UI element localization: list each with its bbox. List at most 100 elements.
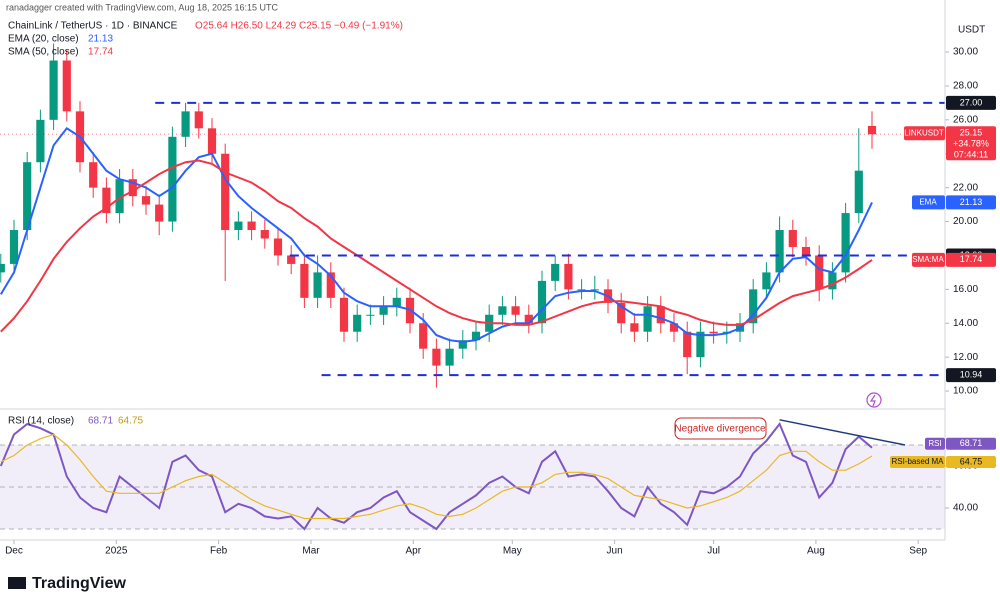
candle-body — [326, 272, 335, 298]
candle-body — [577, 289, 586, 291]
lightning-icon — [866, 392, 882, 408]
candle-body — [656, 306, 665, 324]
rsi-tag-name: RSI-based MA — [891, 457, 944, 466]
level-label: 10.94 — [960, 369, 983, 379]
symbol: ChainLink / TetherUS · 1D · BINANCE — [8, 21, 178, 32]
y-tick-label: 30.00 — [953, 47, 978, 58]
rsi-tag: 68.71 — [960, 438, 983, 448]
ohlc: O25.64 H26.50 L24.29 C25.15 −0.49 (−1.91… — [195, 21, 403, 32]
candle-body — [313, 272, 322, 298]
rsi-legend-value: 68.71 — [88, 416, 113, 427]
rsi-tag-name: RSI — [928, 439, 941, 448]
candle-body — [643, 306, 652, 332]
candle-body — [36, 119, 45, 163]
candle-body — [458, 340, 467, 349]
candle-body — [590, 289, 599, 291]
candle-body — [432, 348, 441, 366]
candle-body — [155, 204, 164, 222]
candle-body — [115, 179, 124, 214]
ma-tag-name: EMA — [919, 197, 937, 206]
candle-body — [260, 230, 269, 239]
candle-body — [749, 289, 758, 324]
level-label-bg — [946, 95, 996, 110]
candle-body — [788, 230, 797, 247]
rsi-tag: 64.75 — [960, 456, 983, 466]
candle-body — [287, 255, 296, 264]
candle-body — [419, 323, 428, 349]
ma-tag-bg — [946, 195, 996, 210]
candle-body — [273, 238, 283, 256]
price-tag-change: +34.78% — [953, 139, 989, 149]
candle-body — [551, 263, 560, 281]
x-tick-label: Jun — [607, 546, 623, 557]
candle-body — [815, 255, 824, 290]
candle-body — [564, 263, 573, 290]
rsi-ma-legend-value: 64.75 — [118, 416, 143, 427]
ma-tag-name-bg — [912, 195, 945, 210]
candle-body — [300, 263, 309, 298]
x-tick-label: Aug — [807, 546, 825, 557]
candle-body — [194, 111, 203, 129]
candle-body — [630, 323, 639, 332]
ma-tag: 17.74 — [960, 254, 983, 264]
ma-line — [0, 159, 873, 333]
ema-legend: EMA (20, close) — [8, 34, 79, 45]
ma-tag-bg — [946, 252, 996, 267]
candle-body — [471, 331, 481, 341]
ma-tag-name-bg — [912, 252, 945, 267]
candle-body — [181, 111, 190, 137]
trendline — [779, 419, 906, 446]
price-tag-countdown: 07:44:11 — [954, 150, 988, 160]
candle-body — [234, 221, 243, 231]
x-tick-label: Sep — [909, 546, 927, 557]
logo-icon — [8, 577, 26, 589]
rsi-tag-bg — [946, 456, 996, 469]
candle-body — [49, 60, 58, 120]
y-tick-label: 10.00 — [953, 386, 978, 397]
candle-body — [841, 213, 850, 273]
candle-body — [221, 153, 230, 231]
y-tick-label: 12.00 — [953, 352, 978, 363]
y-tick-label: 26.00 — [953, 114, 978, 125]
candle-body — [511, 306, 520, 315]
x-tick-label: Apr — [406, 546, 422, 557]
y-tick-label: 22.00 — [953, 182, 978, 193]
candle-body — [9, 230, 19, 264]
rsi-line — [0, 433, 873, 520]
rsi-tag-bg — [946, 437, 996, 450]
rsi-line — [0, 422, 873, 531]
price-tag-name: LINKUSDT — [904, 128, 944, 137]
rsi-tag-name-bg — [890, 456, 945, 469]
candle-body — [62, 60, 71, 112]
x-tick-label: May — [503, 546, 522, 557]
x-tick-label: 2025 — [105, 546, 128, 557]
candle-body — [762, 272, 771, 290]
candle-body — [709, 331, 718, 334]
candle-body — [498, 306, 507, 315]
candle-body — [775, 230, 784, 273]
candle-body — [617, 302, 626, 324]
price-tag-bg — [904, 126, 945, 141]
candle-body — [867, 125, 877, 135]
candle-body — [141, 196, 151, 205]
sma-legend: SMA (50, close) — [8, 47, 79, 58]
y-tick-label: 20.00 — [953, 216, 978, 227]
candle-body — [128, 179, 137, 197]
candle-body — [379, 306, 388, 315]
currency: USDT — [958, 25, 985, 36]
back-layer — [0, 51, 949, 530]
candle-body — [392, 297, 401, 307]
rsi-legend: RSI (14, close) — [8, 416, 74, 427]
rsi-tag-name-bg — [925, 437, 945, 450]
x-tick-label: Mar — [302, 546, 320, 557]
sma-legend-value: 17.74 — [88, 47, 113, 58]
candle-body — [207, 128, 217, 154]
candle-body — [801, 246, 811, 256]
candle-body — [247, 221, 256, 231]
candle-body — [669, 323, 679, 332]
x-tick-label: Dec — [5, 546, 23, 557]
candle-body — [524, 314, 533, 324]
candle-body — [353, 314, 362, 332]
level-label-bg — [946, 368, 996, 383]
